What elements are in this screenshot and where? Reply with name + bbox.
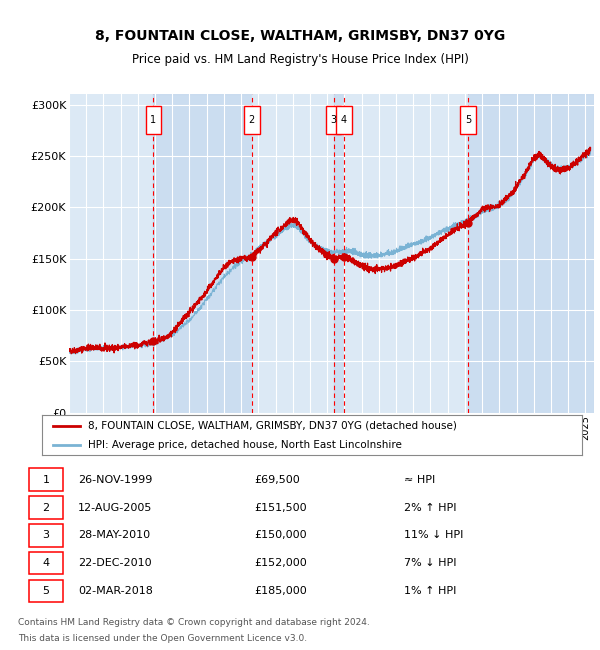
Text: 3: 3 bbox=[43, 530, 49, 540]
FancyBboxPatch shape bbox=[29, 552, 62, 575]
Text: 02-MAR-2018: 02-MAR-2018 bbox=[78, 586, 153, 596]
Text: £185,000: £185,000 bbox=[254, 586, 307, 596]
Text: 26-NOV-1999: 26-NOV-1999 bbox=[78, 474, 152, 485]
FancyBboxPatch shape bbox=[29, 524, 62, 547]
Text: HPI: Average price, detached house, North East Lincolnshire: HPI: Average price, detached house, Nort… bbox=[88, 440, 402, 450]
Text: This data is licensed under the Open Government Licence v3.0.: This data is licensed under the Open Gov… bbox=[18, 634, 307, 643]
FancyBboxPatch shape bbox=[29, 469, 62, 491]
Bar bbox=[468, 94, 594, 413]
Text: £151,500: £151,500 bbox=[254, 502, 307, 513]
Bar bbox=[154, 94, 252, 413]
Text: 8, FOUNTAIN CLOSE, WALTHAM, GRIMSBY, DN37 0YG (detached house): 8, FOUNTAIN CLOSE, WALTHAM, GRIMSBY, DN3… bbox=[88, 421, 457, 430]
Text: 2% ↑ HPI: 2% ↑ HPI bbox=[404, 502, 456, 513]
Text: 22-DEC-2010: 22-DEC-2010 bbox=[78, 558, 152, 568]
Text: 8, FOUNTAIN CLOSE, WALTHAM, GRIMSBY, DN37 0YG: 8, FOUNTAIN CLOSE, WALTHAM, GRIMSBY, DN3… bbox=[95, 29, 505, 43]
Text: 1: 1 bbox=[43, 474, 49, 485]
Bar bbox=[334, 94, 344, 413]
Text: Contains HM Land Registry data © Crown copyright and database right 2024.: Contains HM Land Registry data © Crown c… bbox=[18, 618, 370, 627]
Bar bbox=[69, 94, 154, 413]
Text: ≈ HPI: ≈ HPI bbox=[404, 474, 435, 485]
Text: 5: 5 bbox=[465, 115, 471, 125]
Text: 7% ↓ HPI: 7% ↓ HPI bbox=[404, 558, 456, 568]
Text: 2: 2 bbox=[43, 502, 50, 513]
Text: £69,500: £69,500 bbox=[254, 474, 299, 485]
FancyBboxPatch shape bbox=[244, 105, 260, 135]
Text: 2: 2 bbox=[248, 115, 255, 125]
Text: 4: 4 bbox=[341, 115, 347, 125]
FancyBboxPatch shape bbox=[146, 105, 161, 135]
Text: 11% ↓ HPI: 11% ↓ HPI bbox=[404, 530, 463, 540]
FancyBboxPatch shape bbox=[29, 580, 62, 603]
FancyBboxPatch shape bbox=[326, 105, 341, 135]
Text: 4: 4 bbox=[43, 558, 50, 568]
Bar bbox=[344, 94, 468, 413]
FancyBboxPatch shape bbox=[29, 496, 62, 519]
FancyBboxPatch shape bbox=[460, 105, 476, 135]
FancyBboxPatch shape bbox=[336, 105, 352, 135]
Bar bbox=[252, 94, 334, 413]
Text: £150,000: £150,000 bbox=[254, 530, 307, 540]
Text: 28-MAY-2010: 28-MAY-2010 bbox=[78, 530, 151, 540]
Text: Price paid vs. HM Land Registry's House Price Index (HPI): Price paid vs. HM Land Registry's House … bbox=[131, 53, 469, 66]
Text: 1% ↑ HPI: 1% ↑ HPI bbox=[404, 586, 456, 596]
Text: £152,000: £152,000 bbox=[254, 558, 307, 568]
Text: 1: 1 bbox=[150, 115, 157, 125]
Text: 5: 5 bbox=[43, 586, 49, 596]
Text: 12-AUG-2005: 12-AUG-2005 bbox=[78, 502, 152, 513]
Text: 3: 3 bbox=[331, 115, 337, 125]
